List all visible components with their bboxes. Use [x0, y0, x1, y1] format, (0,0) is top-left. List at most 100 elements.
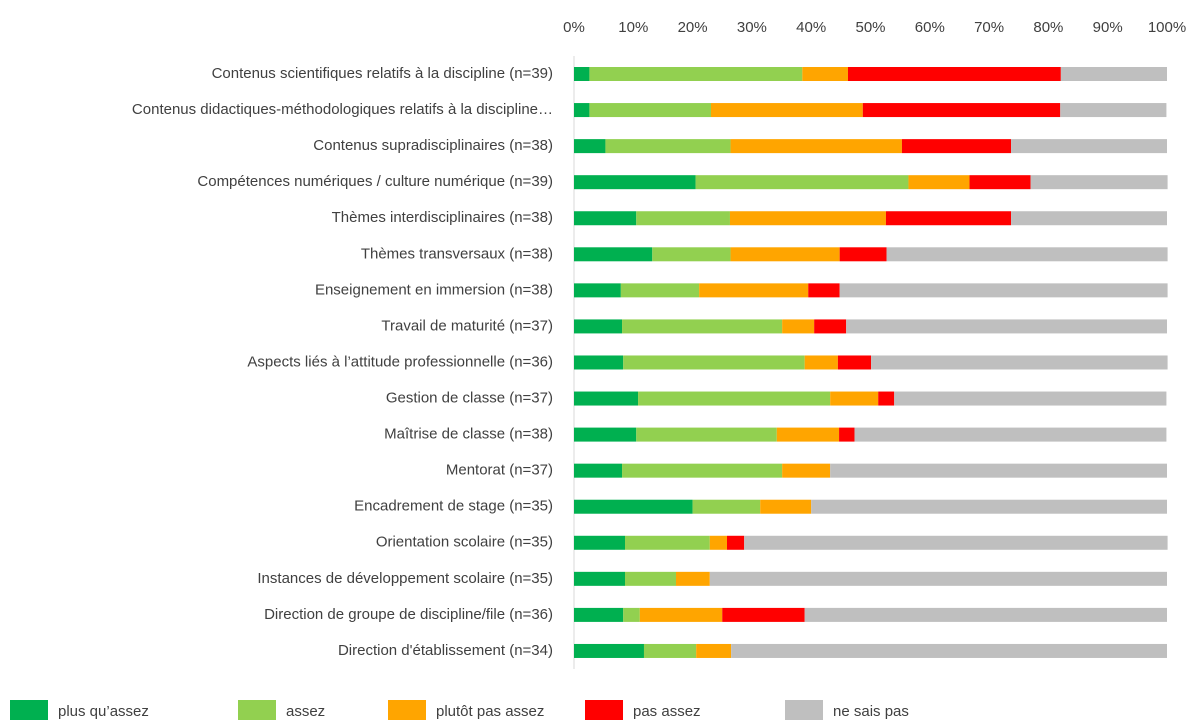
- bar-segment: [782, 319, 815, 334]
- legend-label: pas assez: [633, 703, 701, 720]
- category-label: Thèmes transversaux (n=38): [361, 245, 553, 262]
- bar-segment: [574, 427, 637, 442]
- bar-segment: [622, 463, 783, 478]
- bar-segment: [886, 247, 1168, 262]
- bar-segment: [878, 391, 895, 406]
- x-tick-label: 90%: [1093, 19, 1123, 36]
- x-tick-label: 50%: [855, 19, 885, 36]
- legend-swatch: [10, 700, 48, 720]
- category-label: Direction d'établissement (n=34): [338, 642, 553, 659]
- bar-segment: [1060, 67, 1167, 81]
- legend-swatch: [785, 700, 823, 720]
- bar-segment: [804, 607, 1167, 622]
- bar-segment: [638, 391, 831, 406]
- x-tick-label: 80%: [1033, 19, 1063, 36]
- x-tick-label: 60%: [915, 19, 945, 36]
- bar-segment: [623, 355, 805, 370]
- bar-segment: [731, 643, 1167, 658]
- category-label: Compétences numériques / culture numériq…: [197, 173, 553, 190]
- legend-swatch: [585, 700, 623, 720]
- bar-segment: [574, 211, 637, 226]
- bar-segment: [969, 175, 1031, 190]
- bar-segment: [839, 283, 1168, 298]
- bar-segment: [574, 391, 639, 406]
- legend-label: ne sais pas: [833, 703, 909, 720]
- bar-segment: [730, 139, 902, 154]
- category-label: Aspects liés à l’attitude professionnell…: [247, 353, 553, 370]
- bar-segment: [1011, 139, 1167, 154]
- x-tick-label: 20%: [678, 19, 708, 36]
- bar-segment: [574, 463, 623, 478]
- bar-segment: [636, 427, 777, 442]
- legend-label: plutôt pas assez: [436, 703, 544, 720]
- bar-segment: [589, 67, 803, 81]
- category-label: Enseignement en immersion (n=38): [315, 281, 553, 298]
- bar-segment: [624, 571, 676, 586]
- bar-segment: [1011, 211, 1167, 226]
- bar-segment: [830, 391, 879, 406]
- bar-segment: [744, 535, 1168, 550]
- bar-segment: [730, 247, 840, 262]
- bar-segment: [908, 175, 970, 190]
- bar-segment: [675, 571, 710, 586]
- bar-segment: [808, 283, 840, 298]
- bar-segment: [574, 283, 621, 298]
- bar-segment: [574, 247, 653, 262]
- x-tick-label: 30%: [737, 19, 767, 36]
- bar-segment: [814, 319, 847, 334]
- category-label: Travail de maturité (n=37): [381, 317, 553, 334]
- bar-segment: [639, 607, 723, 622]
- bar-segment: [574, 175, 696, 190]
- bar-segment: [837, 355, 872, 370]
- bar-segment: [811, 499, 1167, 514]
- bar-segment: [624, 535, 710, 550]
- bar-segment: [574, 139, 606, 154]
- bar-segment: [692, 499, 761, 514]
- bar-segment: [574, 103, 590, 118]
- category-label: Contenus supradisciplinaires (n=38): [313, 137, 553, 154]
- legend-swatch: [238, 700, 276, 720]
- bar-segment: [696, 643, 732, 658]
- x-tick-label: 0%: [563, 19, 585, 36]
- category-label: Encadrement de stage (n=35): [354, 498, 553, 515]
- bar-segment: [804, 355, 838, 370]
- category-label: Maîtrise de classe (n=38): [384, 426, 553, 443]
- bar-segment: [846, 319, 1167, 334]
- bar-segment: [699, 283, 809, 298]
- bar-segment: [652, 247, 731, 262]
- x-tick-label: 40%: [796, 19, 826, 36]
- bar-segment: [802, 67, 848, 81]
- category-label: Thèmes interdisciplinaires (n=38): [332, 209, 553, 226]
- bar-segment: [636, 211, 730, 226]
- bar-segment: [871, 355, 1168, 370]
- category-label: Gestion de classe (n=37): [386, 390, 553, 407]
- x-tick-label: 10%: [618, 19, 648, 36]
- bar-segment: [574, 535, 625, 550]
- bar-segment: [620, 283, 700, 298]
- bar-segment: [894, 391, 1167, 406]
- bar-segment: [1030, 175, 1168, 190]
- bar-segment: [847, 67, 1061, 81]
- bar-segment: [839, 427, 855, 442]
- legend-swatch: [388, 700, 426, 720]
- bar-segment: [885, 211, 1012, 226]
- category-label: Instances de développement scolaire (n=3…: [257, 570, 553, 587]
- category-label: Orientation scolaire (n=35): [376, 534, 553, 551]
- bar-segment: [574, 607, 624, 622]
- bar-segment: [695, 175, 909, 190]
- bar-segment: [710, 103, 863, 118]
- bar-segment: [574, 355, 624, 370]
- bar-segment: [760, 499, 812, 514]
- bar-segment: [622, 319, 783, 334]
- bar-segment: [901, 139, 1012, 154]
- bar-segment: [862, 103, 1061, 118]
- legend-label: assez: [286, 703, 325, 720]
- bar-segment: [574, 571, 625, 586]
- bar-segment: [830, 463, 1167, 478]
- bar-segment: [782, 463, 831, 478]
- bar-segment: [729, 211, 886, 226]
- bar-segment: [726, 535, 745, 550]
- bar-segment: [709, 535, 727, 550]
- category-label: Contenus scientifiques relatifs à la dis…: [212, 65, 553, 82]
- bar-segment: [709, 571, 1167, 586]
